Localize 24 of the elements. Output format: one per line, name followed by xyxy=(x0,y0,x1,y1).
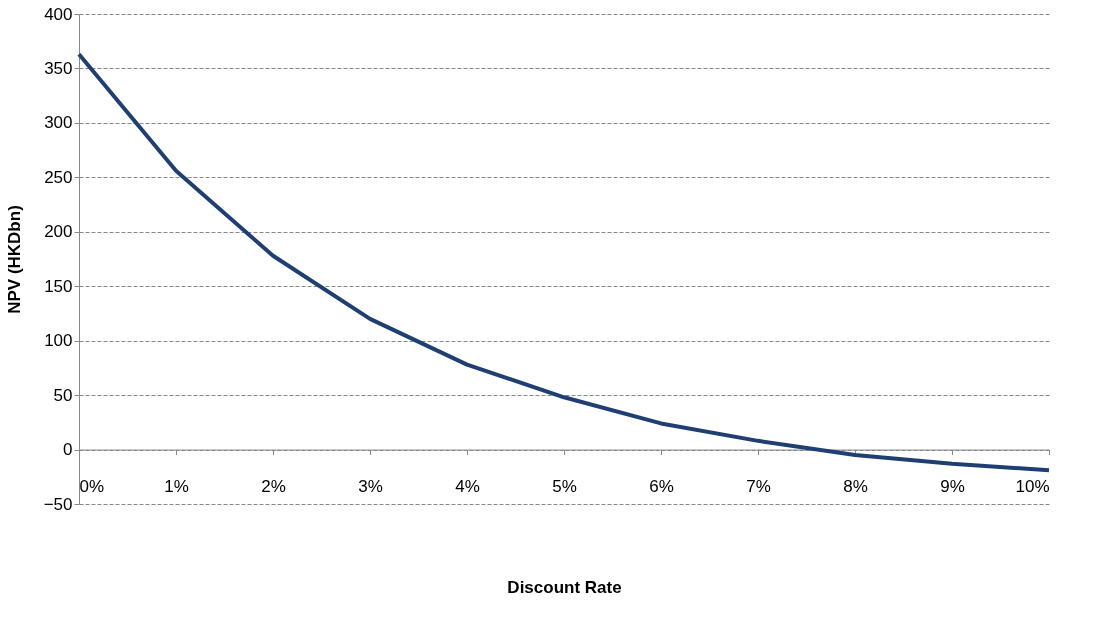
y-tick-label: 150 xyxy=(44,276,73,296)
y-tick-label: 0 xyxy=(63,440,73,460)
y-tick-label: 200 xyxy=(44,222,73,242)
x-tick-label: 6% xyxy=(649,477,674,497)
x-tick-label: 1% xyxy=(164,477,189,497)
y-tick-label: 300 xyxy=(44,113,73,133)
y-tick-label: 100 xyxy=(44,331,73,351)
x-tick-label: 5% xyxy=(552,477,577,497)
x-tick-label: 9% xyxy=(940,477,965,497)
y-tick-label: 350 xyxy=(44,58,73,78)
line-series xyxy=(77,52,1051,473)
x-tick-label: 4% xyxy=(455,477,480,497)
x-tick-label: 7% xyxy=(746,477,771,497)
x-tick-label: 10% xyxy=(1015,477,1050,497)
y-axis-title: NPV (HKDbn) xyxy=(4,205,24,314)
x-axis-title: Discount Rate xyxy=(507,577,622,597)
y-tick-label: 50 xyxy=(53,385,73,405)
x-tick-label: 2% xyxy=(261,477,286,497)
x-tick-label: 8% xyxy=(843,477,868,497)
x-tick-label: 3% xyxy=(358,477,383,497)
x-tick-label: 0% xyxy=(79,477,105,497)
y-tick-label: −50 xyxy=(43,494,73,514)
y-tick-label: 400 xyxy=(44,4,73,24)
y-tick-label: 250 xyxy=(44,167,73,187)
